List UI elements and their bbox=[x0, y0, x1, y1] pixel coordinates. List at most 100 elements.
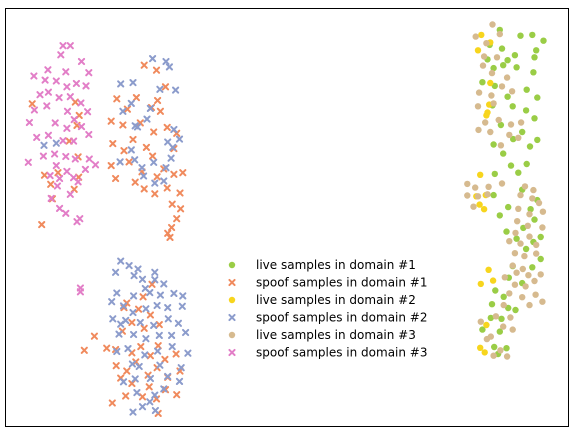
point-series-5 bbox=[498, 83, 506, 90]
point-series-5 bbox=[535, 199, 543, 207]
point-series-5 bbox=[519, 265, 526, 273]
point-series-2 bbox=[145, 383, 153, 391]
point-series-1 bbox=[504, 57, 511, 64]
point-series-1 bbox=[511, 52, 519, 59]
point-series-6 bbox=[85, 155, 93, 163]
point-series-1 bbox=[490, 141, 497, 148]
point-series-5 bbox=[521, 252, 528, 260]
point-series-5 bbox=[497, 142, 505, 149]
point-series-4 bbox=[112, 268, 120, 276]
point-series-1 bbox=[479, 79, 486, 86]
point-series-2 bbox=[146, 352, 154, 360]
point-series-1 bbox=[533, 47, 540, 54]
point-series-5 bbox=[489, 21, 496, 28]
point-series-6 bbox=[70, 116, 78, 124]
point-series-2 bbox=[140, 324, 148, 332]
point-series-4 bbox=[119, 107, 127, 115]
point-series-4 bbox=[175, 135, 184, 143]
point-series-5 bbox=[539, 298, 546, 305]
point-series-2 bbox=[137, 343, 145, 351]
legend-item-4: spoof samples in domain #2 bbox=[228, 311, 428, 325]
point-series-4 bbox=[117, 257, 125, 265]
point-series-1 bbox=[523, 160, 530, 168]
point-series-5 bbox=[517, 119, 525, 126]
point-series-2 bbox=[148, 280, 156, 288]
point-series-5 bbox=[490, 352, 497, 359]
plot-frame bbox=[5, 8, 569, 427]
point-series-5 bbox=[464, 192, 471, 199]
point-series-2 bbox=[166, 233, 174, 241]
point-series-4 bbox=[175, 377, 184, 385]
legend-marker bbox=[228, 296, 236, 304]
point-series-4 bbox=[151, 179, 159, 187]
point-series-5 bbox=[514, 218, 521, 225]
series-4 bbox=[40, 55, 192, 416]
point-series-2 bbox=[164, 229, 172, 237]
legend-marker bbox=[228, 331, 236, 339]
point-series-5 bbox=[480, 53, 488, 60]
point-series-6 bbox=[63, 124, 71, 132]
point-series-4 bbox=[162, 57, 170, 66]
point-series-5 bbox=[509, 326, 516, 333]
point-series-2 bbox=[173, 215, 181, 223]
point-series-2 bbox=[161, 83, 170, 91]
legend-label: spoof samples in domain #1 bbox=[256, 276, 428, 290]
point-series-4 bbox=[127, 146, 135, 154]
point-series-1 bbox=[503, 228, 510, 235]
point-series-6 bbox=[77, 57, 86, 66]
point-series-6 bbox=[55, 94, 63, 102]
point-series-4 bbox=[138, 275, 147, 283]
point-series-2 bbox=[151, 190, 159, 198]
point-series-5 bbox=[525, 272, 532, 279]
point-series-2 bbox=[149, 152, 157, 160]
point-series-2 bbox=[38, 221, 46, 229]
point-series-1 bbox=[531, 54, 538, 61]
point-series-5 bbox=[506, 290, 513, 297]
point-series-6 bbox=[77, 99, 85, 107]
point-series-1 bbox=[529, 31, 536, 39]
point-series-4 bbox=[172, 86, 180, 94]
point-series-4 bbox=[160, 177, 168, 185]
point-series-2 bbox=[176, 189, 184, 197]
point-series-5 bbox=[522, 283, 529, 290]
point-series-6 bbox=[56, 174, 64, 183]
point-series-5 bbox=[496, 30, 503, 38]
legend-item-3: live samples in domain #2 bbox=[228, 293, 416, 307]
point-series-4 bbox=[135, 362, 143, 371]
point-series-6 bbox=[63, 167, 71, 175]
point-series-6 bbox=[57, 51, 65, 59]
point-series-4 bbox=[150, 321, 158, 329]
point-series-1 bbox=[498, 315, 505, 322]
point-series-6 bbox=[33, 133, 41, 141]
point-series-6 bbox=[30, 72, 38, 80]
point-series-5 bbox=[511, 250, 519, 257]
point-series-4 bbox=[146, 374, 154, 383]
point-series-5 bbox=[509, 262, 516, 269]
point-series-4 bbox=[125, 262, 133, 270]
point-series-5 bbox=[531, 277, 538, 285]
point-series-5 bbox=[513, 269, 520, 276]
point-series-2 bbox=[140, 61, 148, 69]
point-series-5 bbox=[517, 240, 524, 247]
point-series-4 bbox=[138, 164, 146, 172]
point-series-3 bbox=[474, 47, 482, 54]
point-series-5 bbox=[472, 33, 479, 40]
point-series-2 bbox=[47, 180, 55, 188]
point-series-4 bbox=[115, 330, 123, 338]
point-series-5 bbox=[479, 62, 487, 69]
point-series-5 bbox=[526, 301, 533, 309]
legend-item-5: live samples in domain #3 bbox=[228, 328, 416, 342]
point-series-4 bbox=[108, 298, 116, 306]
point-series-6 bbox=[51, 119, 59, 127]
point-series-6 bbox=[24, 158, 32, 166]
point-series-5 bbox=[472, 184, 479, 191]
point-series-4 bbox=[156, 291, 164, 299]
point-series-4 bbox=[124, 345, 132, 353]
point-series-6 bbox=[81, 165, 89, 173]
point-series-1 bbox=[505, 203, 512, 211]
point-series-1 bbox=[500, 150, 507, 157]
point-series-5 bbox=[475, 126, 482, 134]
point-series-6 bbox=[70, 137, 78, 145]
point-series-2 bbox=[103, 344, 111, 352]
legend-label: live samples in domain #2 bbox=[256, 293, 416, 307]
